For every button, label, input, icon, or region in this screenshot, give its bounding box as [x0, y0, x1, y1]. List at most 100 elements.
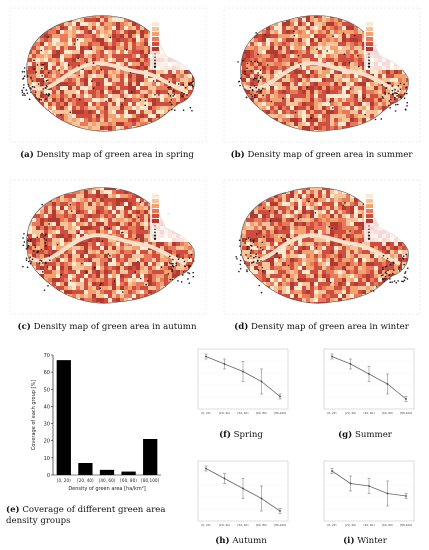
data-point	[331, 470, 333, 472]
legend-dot	[368, 59, 370, 62]
data-point	[368, 373, 370, 375]
y-tick-label: 50	[44, 387, 50, 393]
legend-swatch	[366, 194, 373, 198]
data-point	[331, 355, 333, 358]
line-chart-winter: [0, 20) [20, 40) [40, 60) [60, 80) [80,100]	[323, 460, 415, 527]
map-frame	[9, 179, 207, 315]
data-point	[260, 380, 263, 383]
map-frame	[223, 7, 421, 143]
x-tick-label: [80,100]	[274, 523, 286, 527]
legend-dot	[367, 234, 371, 237]
legend-dot	[153, 234, 157, 237]
legend-dot	[367, 237, 371, 240]
caption-f: (f) Spring	[219, 430, 263, 440]
x-tick-label: [40, 60)	[237, 411, 248, 415]
line-chart-autumn: [0, 20) [20, 40) [40, 60) [60, 80) [80,100]	[197, 460, 289, 527]
x-tick-label: [80,100]	[400, 411, 412, 415]
caption-e: (e) Coverage of different green area den…	[6, 505, 166, 526]
x-tick-label: [60, 80)	[382, 523, 393, 527]
y-tick-label: 30	[44, 422, 50, 428]
map-outline	[26, 187, 195, 304]
x-tick-label: [0, 20)	[201, 523, 210, 527]
legend-dot	[154, 53, 156, 55]
x-tick-label: [80,100]	[141, 478, 159, 483]
bar	[99, 469, 115, 475]
caption-c: (c) Density map of green area in autumn	[17, 322, 197, 332]
legend-dot	[368, 231, 370, 234]
legend-swatch	[152, 209, 159, 213]
legend-swatch	[152, 22, 159, 26]
x-tick-label: [20, 40)	[77, 478, 94, 483]
x-tick-label: [60, 80)	[256, 411, 267, 415]
caption-h: (h) Autumn	[215, 536, 267, 546]
bar-chart-coverage: 0 10 20 30 40 50 60 70 [0, 20) [20, 40) [40, 60) [6…	[31, 353, 161, 492]
legend-dot	[154, 56, 156, 58]
legend-dot	[368, 53, 370, 55]
legend-swatch	[366, 42, 373, 46]
line-chart-spring: [0, 20) [20, 40) [40, 60) [60, 80) [80,100]	[197, 348, 289, 415]
data-point	[386, 383, 389, 385]
bar	[121, 471, 136, 475]
x-tick-label: [60, 80)	[120, 478, 137, 483]
map-outline	[240, 187, 409, 304]
x-tick-label: [40, 60)	[237, 523, 248, 527]
data-point	[242, 370, 244, 373]
legend-dot	[153, 62, 157, 65]
x-tick-label: [80,100]	[274, 411, 286, 415]
map-river	[243, 233, 401, 266]
map-river	[29, 233, 187, 266]
legend-swatch	[152, 219, 159, 223]
map-outline	[240, 15, 409, 132]
bar	[56, 360, 71, 475]
legend-swatch	[366, 47, 373, 51]
legend-swatch	[366, 199, 373, 203]
legend-swatch	[152, 214, 159, 218]
legend-dot	[153, 65, 157, 69]
legend-dot	[367, 65, 371, 69]
x-tick-label: [60, 80)	[256, 523, 267, 527]
caption-a: (a) Density map of green area in spring	[20, 150, 194, 160]
map-frame	[223, 179, 421, 315]
data-point	[386, 492, 389, 495]
x-tick-label: [20, 40)	[219, 411, 230, 415]
legend-dot	[154, 228, 156, 230]
legend-swatch	[366, 22, 373, 26]
y-tick-label: 10	[44, 456, 50, 462]
x-tick-label: [80,100]	[400, 523, 412, 527]
data-point	[223, 363, 226, 365]
legend-swatch	[152, 199, 159, 203]
bar	[78, 463, 93, 475]
data-point	[260, 497, 263, 500]
legend-swatch	[152, 42, 159, 46]
map-legend	[150, 16, 200, 70]
map-green-dots	[235, 197, 409, 294]
x-tick-label: [0, 20)	[327, 523, 336, 527]
data-point	[349, 482, 352, 485]
y-tick-label: 70	[44, 353, 50, 359]
map-river	[243, 61, 401, 94]
legend-dot	[154, 59, 156, 62]
legend-swatch	[366, 32, 373, 36]
x-tick-label: [40, 60)	[363, 411, 374, 415]
y-tick-label: 0	[47, 473, 50, 479]
x-tick-label: [20, 40)	[345, 523, 356, 527]
map-outline	[26, 15, 195, 132]
y-tick-label: 40	[44, 404, 50, 410]
map-river	[29, 61, 187, 94]
data-point	[223, 477, 226, 480]
legend-swatch	[152, 37, 159, 41]
x-tick-label: [0, 20)	[327, 411, 336, 415]
x-tick-label: [0, 20)	[57, 478, 71, 483]
data-point	[242, 487, 244, 490]
x-tick-label: [40, 60)	[363, 523, 374, 527]
map-summer	[223, 7, 421, 143]
x-tick-label: [40, 60)	[99, 478, 116, 483]
legend-swatch	[152, 32, 159, 36]
data-point	[405, 398, 407, 400]
y-tick-label: 20	[44, 439, 50, 445]
legend-dot	[368, 228, 370, 230]
caption-i: (i) Winter	[343, 536, 387, 546]
x-tick-label: [0, 20)	[201, 411, 210, 415]
data-point	[205, 467, 207, 470]
legend-swatch	[152, 47, 159, 51]
